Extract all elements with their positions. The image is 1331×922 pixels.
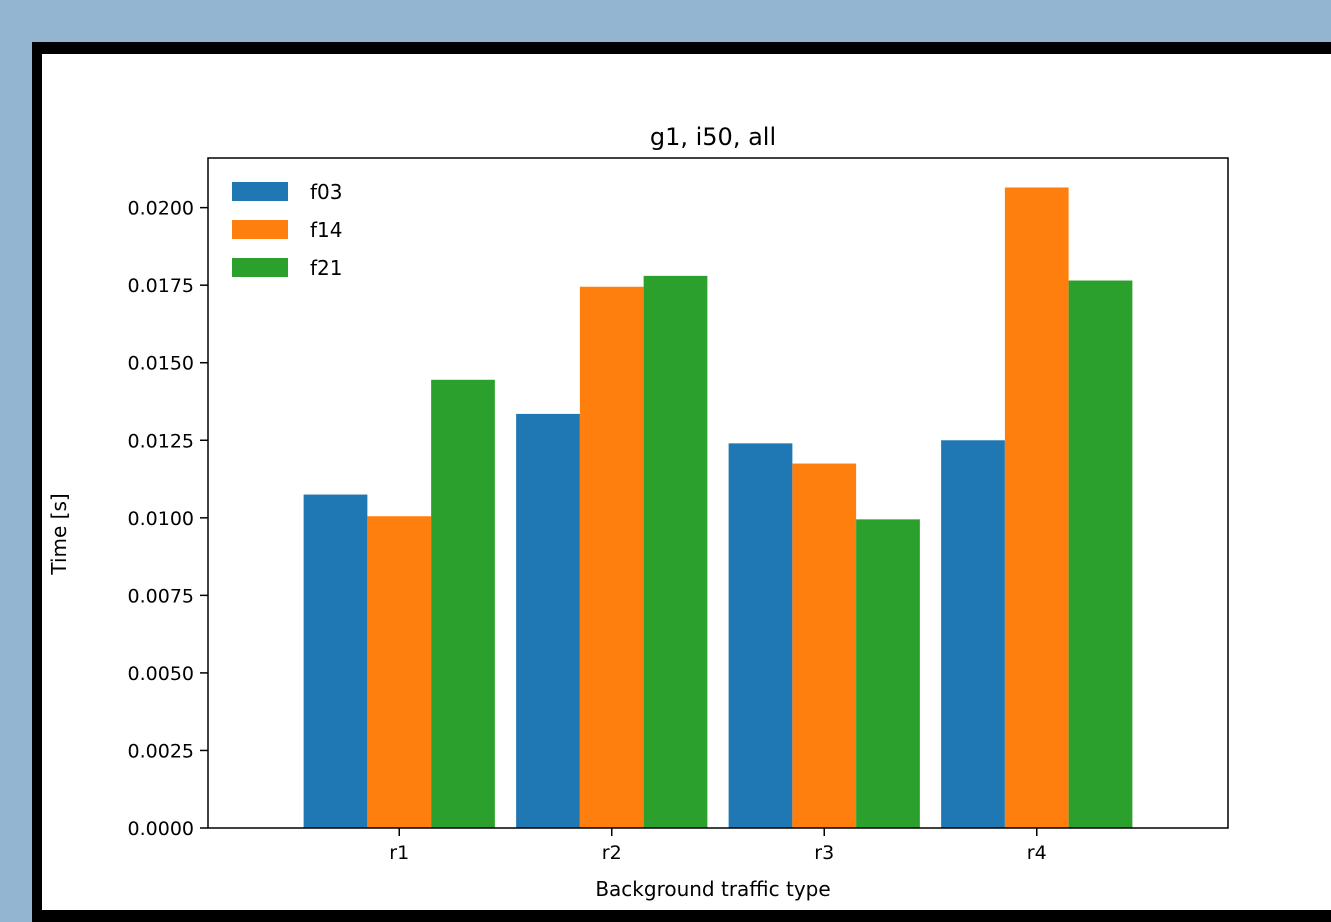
bar-f03-r2: [516, 413, 580, 828]
x-tick-label: r3: [814, 842, 834, 864]
y-tick-label: 0.0125: [128, 430, 194, 452]
bar-chart: g1, i50, all 0.00000.00250.00500.00750.0…: [47, 123, 1229, 901]
bar-f21-r4: [1068, 280, 1133, 828]
x-tick-label: r4: [1027, 842, 1047, 864]
legend-swatch-f21: [232, 258, 288, 277]
bar-f14-r1: [367, 516, 432, 828]
y-axis-label: Time [s]: [47, 493, 71, 575]
y-tick-label: 0.0075: [128, 585, 194, 607]
bar-f03-r1: [303, 494, 368, 828]
bar-f03-r4: [941, 440, 1005, 828]
bar-f21-r3: [856, 519, 920, 828]
y-tick-label: 0.0175: [128, 275, 194, 297]
y-tick-label: 0.0000: [128, 818, 194, 840]
y-tick-label: 0.0200: [128, 198, 194, 220]
bar-f21-r1: [431, 379, 495, 828]
bar-f03-r3: [728, 443, 793, 828]
chart-title: g1, i50, all: [650, 123, 776, 151]
bar-f14-r3: [792, 463, 857, 828]
x-tick-label: r2: [602, 842, 622, 864]
y-tick-label: 0.0050: [128, 663, 194, 685]
legend-label-f03: f03: [310, 180, 343, 204]
x-axis-label: Background traffic type: [595, 877, 830, 901]
x-tick-label: r1: [389, 842, 409, 864]
bar-f14-r4: [1004, 187, 1069, 828]
figure-canvas: g1, i50, all 0.0000 0.0025 0.0050 0.0075 0.0…: [42, 54, 1331, 910]
legend-label-f21: f21: [310, 256, 343, 280]
legend-swatch-f14: [232, 220, 288, 239]
y-tick-label: 0.0100: [128, 508, 194, 530]
legend-swatch-f03: [232, 182, 288, 201]
y-tick-label: 0.0150: [128, 353, 194, 375]
y-tick-label: 0.0025: [128, 740, 194, 762]
legend: f03 f14 f21: [232, 180, 343, 280]
plot-frame: [207, 157, 1229, 829]
bar-f21-r2: [643, 275, 708, 828]
axes-layer: 0.0000 0.0025 0.0050 0.0075 0.0100 0.0125 0.01…: [128, 157, 1229, 864]
bars-layer: [303, 187, 1133, 828]
legend-label-f14: f14: [310, 218, 343, 242]
bar-f14-r2: [579, 286, 644, 828]
